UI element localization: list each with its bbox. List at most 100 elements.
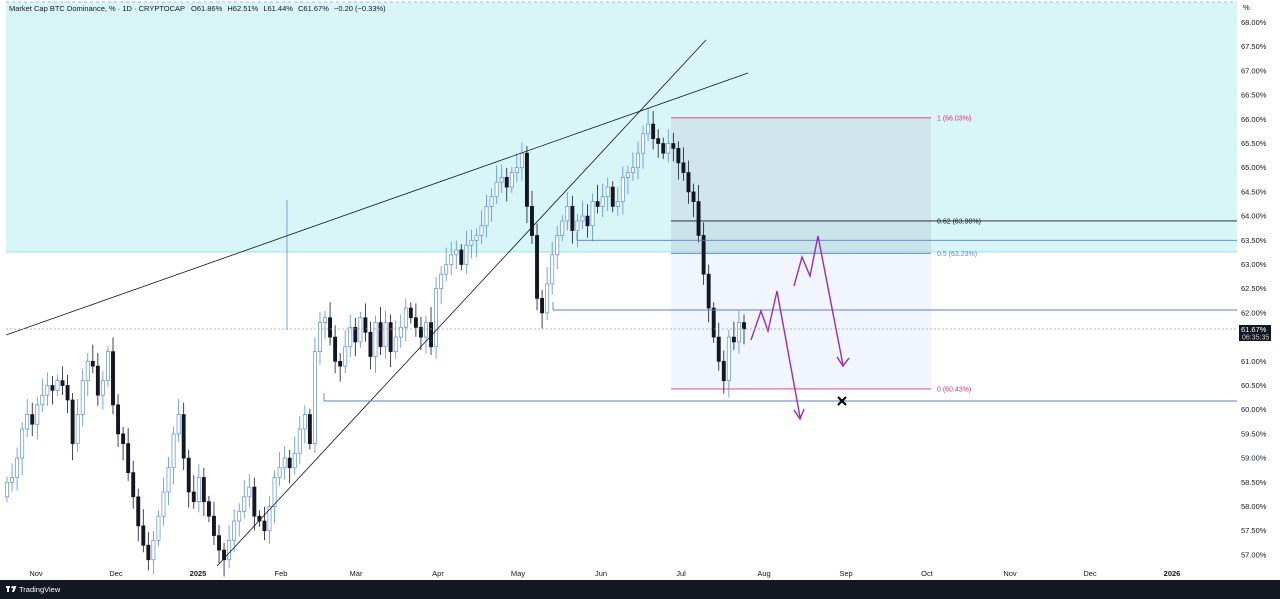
candle-body [181,414,186,459]
time-tick-label: Mar [350,569,363,578]
price-tick-label: 66.00% [1241,115,1267,124]
candle-body [434,288,439,348]
time-axis[interactable]: Nov Dec 2025 Feb Mar Apr May Jun Jul Aug Sep Oct Nov… [29,569,1180,578]
price-tick-label: 63.50% [1241,236,1267,245]
price-tick-label: 59.00% [1241,454,1267,463]
price-tick-label: 61.00% [1241,357,1267,366]
candle-body [595,201,600,207]
candle-body [242,496,247,512]
candle-body [373,322,378,357]
price-tick-label: 58.50% [1241,478,1267,487]
candle-body [217,535,221,551]
candle-body [206,501,211,517]
candle-body [25,414,30,430]
price-tick-label: 58.00% [1241,502,1267,511]
candle-body [560,220,565,236]
candle-body [136,496,141,527]
candle-body [378,322,383,348]
candle-body [514,167,519,173]
candle-body [666,143,671,154]
candle-body [479,225,484,236]
candle-body [403,307,408,328]
candle-body [499,177,504,183]
candle-body [711,307,716,338]
candle-body [307,414,312,444]
candle-body [196,477,201,503]
symbol-title: Market Cap BTC Dominance, % · 1D · CRYPT… [9,4,386,13]
candle-body [45,385,50,396]
candle-body [691,191,696,202]
time-tick-label: Nov [29,569,43,578]
candle-body [474,235,479,241]
candle-body [191,491,196,503]
candle-body [232,520,237,541]
resistance-trendline[interactable] [5,72,749,336]
candle-body [459,249,464,265]
candle-body [656,138,661,144]
price-tick-label: 57.00% [1241,550,1267,559]
candle-body [60,380,65,386]
candle-body [5,481,9,498]
candle-body [418,327,423,338]
price-tick-label: 64.00% [1241,212,1267,221]
candle-body [565,206,570,222]
time-tick-label: Aug [757,569,770,578]
drawings[interactable] [5,39,1237,567]
candle-body [661,143,666,154]
axis-unit: % [1243,3,1250,12]
candle-body [186,457,191,493]
candle-body [671,143,676,149]
price-tick-label: 68.00% [1241,18,1267,27]
candle-body [494,181,499,198]
fib-level-label: 1 (66.03%) [937,115,971,122]
candle-body [302,414,307,430]
candle-body [292,452,297,469]
projection-path-down[interactable] [750,290,801,418]
time-tick-label: Oct [921,569,934,578]
candle-body [80,380,85,415]
candle-body [504,177,509,188]
candle-body [312,351,317,444]
candle-body [106,351,110,382]
fib-zone-mid [671,220,931,254]
price-tick-label: 59.50% [1241,429,1267,438]
candle-body [449,254,454,265]
candle-body [509,172,514,188]
candle-body [222,549,227,561]
candle-body [70,399,75,444]
ohlc-open: O61.86% [191,4,223,13]
candle-body [297,428,302,454]
candle-body [247,486,252,498]
countdown-label: 06:35:35 [1242,335,1269,342]
candle-body [363,317,368,333]
candle-body [388,322,393,352]
candle-body [706,273,711,309]
candle-body [65,385,70,401]
candle-body [615,201,620,207]
candle-body [262,520,267,532]
projection-path-recovery[interactable] [793,235,844,366]
candle-body [15,457,20,478]
candle-body [726,336,731,382]
candle-body [353,327,358,343]
price-tick-label: 65.00% [1241,163,1267,172]
cross-marker-icon [837,396,847,406]
candle-body [555,235,560,256]
price-axis[interactable]: 68.00% 67.50% 67.00% 66.50% 66.00% 65.50% 65.0… [1241,18,1267,559]
candle-body [535,235,539,299]
candle-body [151,540,156,561]
candle-body [50,385,55,391]
candle-body [620,177,625,202]
time-tick-label: Jun [595,569,607,578]
price-tick-label: 66.50% [1241,91,1267,100]
candle-body [348,327,353,348]
candle-body [10,477,14,483]
support-trendline[interactable] [216,39,707,567]
time-tick-label: Dec [1083,569,1097,578]
candle-body [287,457,292,469]
candle-body [413,317,418,328]
tradingview-logo-icon [6,586,17,592]
fib-retracement[interactable]: 1 (66.03%) 0.62 (63.90%) 0.5 (63.23%) 0 (60… [671,115,1237,393]
candle-body [701,235,706,275]
